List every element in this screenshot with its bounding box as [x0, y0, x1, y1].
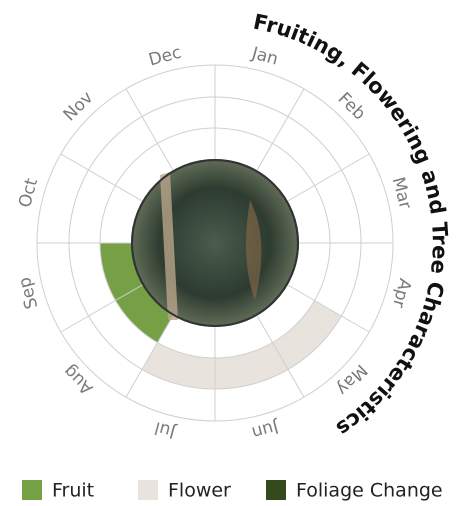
legend-label: Flower: [168, 480, 231, 502]
phenology-segment: [142, 342, 215, 389]
month-label: Oct: [15, 176, 42, 210]
month-label: Mar: [388, 175, 416, 211]
phenology-segment: [126, 65, 215, 117]
month-label: Feb: [334, 89, 369, 124]
spoke: [60, 284, 144, 333]
month-label: Nov: [60, 88, 98, 126]
phenology-segment: [272, 300, 342, 370]
spoke: [60, 153, 144, 202]
legend-swatch: [138, 480, 158, 500]
spoke: [256, 314, 305, 398]
month-label: Jun: [250, 416, 282, 442]
month-label: Jul: [153, 417, 179, 442]
spoke: [256, 88, 305, 172]
photo-border: [131, 159, 299, 327]
spoke: [286, 284, 370, 333]
phenology-segment: [341, 154, 393, 243]
spoke: [125, 314, 174, 398]
legend-swatch: [266, 480, 286, 500]
month-label: Dec: [147, 43, 184, 71]
phenology-segment: [215, 65, 304, 117]
phenology-segment: [215, 342, 288, 389]
legend-swatch: [22, 480, 42, 500]
photo-detail: [246, 200, 262, 300]
phenology-segment: [89, 117, 158, 186]
photo-trunk: [160, 172, 178, 320]
legend-label: Foliage Change: [296, 480, 443, 502]
phenology-segment: [273, 117, 342, 186]
spoke: [125, 88, 174, 172]
month-label: Jan: [249, 43, 280, 69]
rings: [36, 64, 394, 422]
phenology-segment: [115, 284, 174, 343]
month-label: May: [332, 360, 371, 399]
spoke: [286, 153, 370, 202]
phenology-segment: [37, 243, 89, 332]
legend-label: Fruit: [52, 480, 94, 502]
phenology-segment: [341, 243, 393, 332]
photo: [131, 159, 299, 327]
month-label: Aug: [60, 361, 98, 399]
legend: Fruit Flower Foliage Change: [22, 480, 443, 502]
month-label: Sep: [15, 275, 43, 311]
month-label: Apr: [388, 276, 415, 310]
phenology-segment: [37, 154, 89, 243]
